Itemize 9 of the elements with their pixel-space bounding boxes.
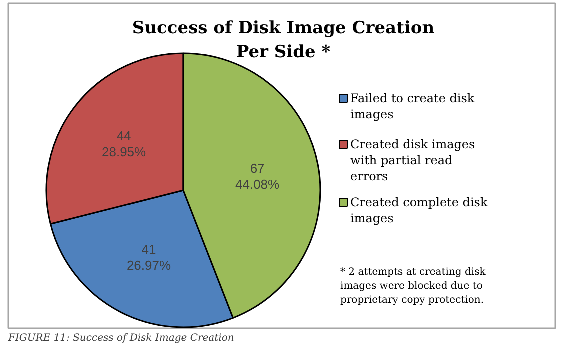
data-label: 67 44.08% <box>236 161 280 192</box>
chart-title: Success of Disk Image Creation Per Side * <box>132 18 435 62</box>
text: * 2 attempts at creating disk images were blocked due to proprietary copy protection. <box>340 267 487 306</box>
caption: FIGURE 11: Success of Disk Image Creation <box>8 333 234 344</box>
data-label: 44 28.95% <box>102 128 147 160</box>
legend-label: Failed to create disk images <box>350 92 476 122</box>
legend-label: Created complete disk images <box>350 196 488 226</box>
data-label: 41 26.97% <box>126 242 172 273</box>
legend-label: Created disk images with partial read errors <box>350 138 476 184</box>
